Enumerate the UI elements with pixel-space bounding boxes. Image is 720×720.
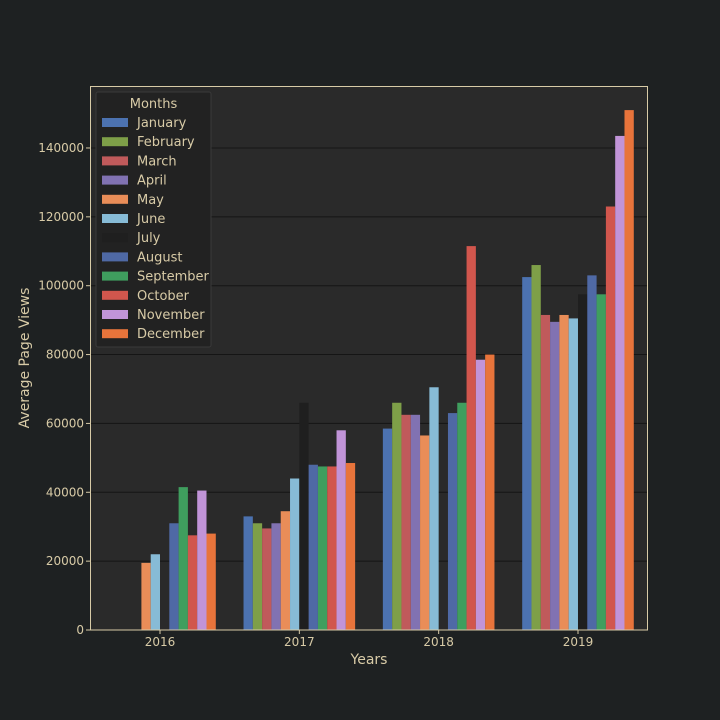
y-tick-label: 0 bbox=[76, 623, 84, 637]
legend-swatch bbox=[102, 233, 128, 243]
legend-label: May bbox=[137, 193, 164, 208]
bar bbox=[522, 277, 532, 630]
legend-swatch bbox=[102, 329, 128, 339]
legend-title: Months bbox=[130, 97, 178, 112]
legend-swatch bbox=[102, 271, 128, 281]
legend-label: December bbox=[137, 327, 205, 342]
bar bbox=[466, 246, 476, 631]
bar bbox=[308, 464, 318, 630]
x-tick-label: 2016 bbox=[145, 635, 176, 649]
bar bbox=[577, 294, 588, 630]
bar bbox=[550, 321, 560, 630]
x-ticks: 2016 2017 2018 2019 bbox=[145, 630, 594, 649]
legend-swatch bbox=[102, 118, 128, 127]
bar bbox=[271, 523, 281, 630]
legend-swatch bbox=[102, 137, 128, 147]
bar bbox=[290, 478, 300, 630]
y-tick-label: 140000 bbox=[38, 141, 84, 155]
bar bbox=[169, 523, 179, 630]
bar bbox=[150, 554, 160, 630]
bar bbox=[615, 135, 625, 630]
bar bbox=[531, 265, 541, 630]
legend-label: January bbox=[136, 116, 187, 131]
plot-frame bbox=[90, 86, 648, 631]
bar bbox=[299, 402, 309, 630]
bar bbox=[206, 533, 216, 630]
bar bbox=[187, 535, 198, 630]
legend-label: April bbox=[137, 174, 167, 189]
bar bbox=[605, 206, 616, 630]
legend-label: June bbox=[136, 212, 165, 227]
x-tick-label: 2019 bbox=[563, 635, 594, 649]
bar bbox=[420, 435, 430, 630]
bar bbox=[596, 294, 606, 630]
legend: Months JanuaryFebruaryMarchAprilMayJuneJ… bbox=[95, 91, 212, 348]
bar bbox=[382, 428, 393, 630]
bar bbox=[280, 511, 291, 630]
bar bbox=[485, 354, 495, 630]
legend-label: February bbox=[137, 135, 195, 150]
legend-swatch bbox=[102, 310, 128, 319]
bar bbox=[392, 402, 402, 630]
bar bbox=[197, 490, 207, 630]
legend-swatch bbox=[102, 214, 128, 223]
legend-label: October bbox=[137, 289, 190, 304]
x-axis-label: Years bbox=[350, 652, 388, 668]
bar bbox=[252, 523, 263, 630]
bar bbox=[141, 562, 151, 630]
y-ticks: 0 20000 40000 60000 80000 100000 120000 140000 bbox=[38, 141, 90, 637]
bar bbox=[345, 463, 356, 630]
y-tick-label: 120000 bbox=[38, 210, 84, 224]
legend-label: November bbox=[137, 308, 205, 323]
y-axis-label: Average Page Views bbox=[17, 288, 33, 429]
legend-box bbox=[95, 91, 212, 348]
bar bbox=[410, 414, 421, 630]
bar bbox=[336, 430, 346, 630]
legend-swatch bbox=[102, 156, 128, 166]
bar bbox=[317, 466, 328, 630]
legend-swatch bbox=[102, 194, 128, 204]
bar bbox=[587, 275, 597, 630]
bar bbox=[624, 110, 634, 631]
y-tick-label: 100000 bbox=[38, 279, 84, 293]
bars bbox=[141, 110, 634, 631]
y-tick-label: 60000 bbox=[46, 416, 84, 430]
bar bbox=[559, 314, 569, 630]
bar bbox=[401, 414, 411, 630]
y-tick-label: 80000 bbox=[46, 348, 84, 362]
bar bbox=[178, 487, 188, 630]
bar bbox=[447, 413, 458, 630]
bar bbox=[475, 359, 486, 630]
bar bbox=[457, 402, 467, 630]
bar bbox=[243, 516, 253, 630]
x-tick-label: 2018 bbox=[423, 635, 454, 649]
legend-swatch bbox=[102, 290, 128, 300]
bar bbox=[429, 387, 439, 630]
y-tick-label: 20000 bbox=[46, 554, 84, 568]
y-tick-label: 40000 bbox=[46, 485, 84, 499]
legend-swatch bbox=[102, 175, 128, 185]
legend-label: March bbox=[137, 154, 177, 169]
legend-label: July bbox=[136, 231, 161, 246]
bar bbox=[540, 314, 551, 630]
legend-swatch bbox=[102, 252, 128, 262]
legend-label: September bbox=[137, 270, 210, 285]
bar bbox=[262, 528, 272, 630]
bar bbox=[568, 318, 578, 630]
legend-label: August bbox=[137, 250, 183, 265]
x-tick-label: 2017 bbox=[284, 635, 315, 649]
legend-items: January February March April May June July Augu… bbox=[102, 116, 210, 342]
bar bbox=[327, 466, 337, 630]
